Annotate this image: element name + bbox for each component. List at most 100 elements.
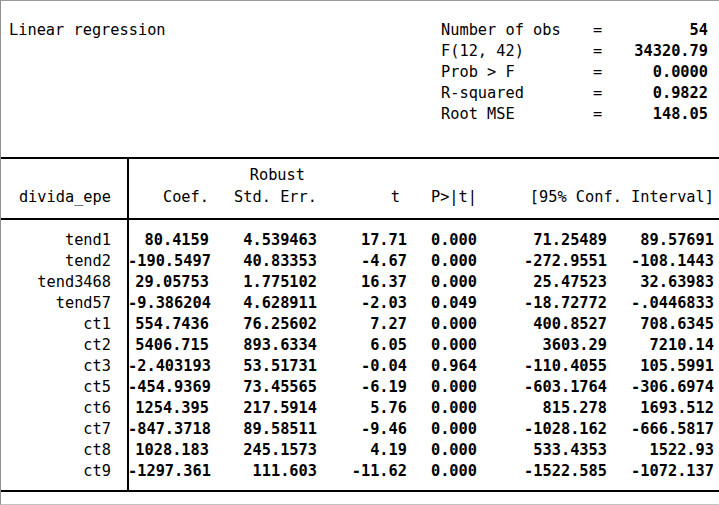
stat-label: Root MSE xyxy=(441,104,593,125)
ci-upper-value: 1693.512 xyxy=(607,398,714,419)
stat-value: 0.9822 xyxy=(609,83,708,104)
robust-label: Robust xyxy=(209,165,317,186)
ci-upper-value: -1072.137 xyxy=(607,461,714,482)
p-value: 0.000 xyxy=(407,314,477,335)
ci-column-header: [95% Conf. Interval] xyxy=(477,187,714,208)
coef-value: 1254.395 xyxy=(128,398,209,419)
variable-name: ct6 xyxy=(1,398,111,419)
p-value: 0.049 xyxy=(407,293,477,314)
stat-value: 148.05 xyxy=(609,104,708,125)
t-value: 16.37 xyxy=(317,272,407,293)
coef-value: 29.05753 xyxy=(128,272,209,293)
divider-gap xyxy=(111,251,128,272)
coef-value: 80.4159 xyxy=(128,230,209,251)
t-value: -4.67 xyxy=(317,251,407,272)
p-value: 0.000 xyxy=(407,419,477,440)
ci-lower-value: 533.4353 xyxy=(477,440,607,461)
ci-upper-value: -.0446833 xyxy=(607,293,714,314)
equals-sign: = xyxy=(593,104,609,125)
header-separator-line xyxy=(1,218,719,220)
divider-gap xyxy=(111,230,128,251)
table-row: ct2 5406.715 893.6334 6.05 0.000 3603.29… xyxy=(1,335,714,356)
ci-lower-value: -110.4055 xyxy=(477,356,607,377)
stderr-value: 111.603 xyxy=(209,461,317,482)
variable-name: ct3 xyxy=(1,356,111,377)
ci-lower-value: 25.47523 xyxy=(477,272,607,293)
ci-lower-value: -1028.162 xyxy=(477,419,607,440)
stat-row: R-squared = 0.9822 xyxy=(441,83,708,104)
table-row: ct7 -847.3718 89.58511 -9.46 0.000 -1028… xyxy=(1,419,714,440)
table-border-top xyxy=(1,157,719,159)
stat-value: 54 xyxy=(609,20,708,41)
variable-name: tend57 xyxy=(1,293,111,314)
stata-regression-output: Linear regression Number of obs = 54 F(1… xyxy=(0,0,719,505)
t-value: -6.19 xyxy=(317,377,407,398)
t-value: -2.03 xyxy=(317,293,407,314)
ci-upper-value: 7210.14 xyxy=(607,335,714,356)
p-value: 0.000 xyxy=(407,440,477,461)
variable-name: ct8 xyxy=(1,440,111,461)
ci-upper-value: 1522.93 xyxy=(607,440,714,461)
stat-row: Root MSE = 148.05 xyxy=(441,104,708,125)
divider-gap xyxy=(111,356,128,377)
table-row: tend3468 29.05753 1.775102 16.37 0.000 2… xyxy=(1,272,714,293)
table-row: tend1 80.4159 4.539463 17.71 0.000 71.25… xyxy=(1,230,714,251)
p-value: 0.000 xyxy=(407,377,477,398)
p-value: 0.000 xyxy=(407,272,477,293)
equals-sign: = xyxy=(593,83,609,104)
stat-label: F(12, 42) xyxy=(441,41,593,62)
table-row: tend2 -190.5497 40.83353 -4.67 0.000 -27… xyxy=(1,251,714,272)
table-row: tend57 -9.386204 4.628911 -2.03 0.049 -1… xyxy=(1,293,714,314)
t-value: -11.62 xyxy=(317,461,407,482)
stat-label: R-squared xyxy=(441,83,593,104)
table-row: ct8 1028.183 245.1573 4.19 0.000 533.435… xyxy=(1,440,714,461)
ci-lower-value: -1522.585 xyxy=(477,461,607,482)
stat-row: Number of obs = 54 xyxy=(441,20,708,41)
t-value: 6.05 xyxy=(317,335,407,356)
ci-upper-value: 708.6345 xyxy=(607,314,714,335)
p-value: 0.000 xyxy=(407,461,477,482)
divider-gap xyxy=(111,187,128,208)
ci-upper-value: -666.5817 xyxy=(607,419,714,440)
coef-value: -9.386204 xyxy=(128,293,209,314)
coef-value: -454.9369 xyxy=(128,377,209,398)
divider-gap xyxy=(111,272,128,293)
variable-name: tend1 xyxy=(1,230,111,251)
p-value: 0.964 xyxy=(407,356,477,377)
stderr-value: 217.5914 xyxy=(209,398,317,419)
coef-value: 554.7436 xyxy=(128,314,209,335)
t-value: 4.19 xyxy=(317,440,407,461)
coef-value: -2.403193 xyxy=(128,356,209,377)
dependent-variable-label: divida_epe xyxy=(1,187,111,208)
ci-lower-value: -603.1764 xyxy=(477,377,607,398)
coefficient-rows: tend1 80.4159 4.539463 17.71 0.000 71.25… xyxy=(1,230,714,482)
divider-gap xyxy=(111,398,128,419)
stat-label: Number of obs xyxy=(441,20,593,41)
t-value: -9.46 xyxy=(317,419,407,440)
p-value: 0.000 xyxy=(407,230,477,251)
variable-name: tend2 xyxy=(1,251,111,272)
table-row: ct3 -2.403193 53.51731 -0.04 0.964 -110.… xyxy=(1,356,714,377)
stat-row: F(12, 42) = 34320.79 xyxy=(441,41,708,62)
ci-upper-value: 89.57691 xyxy=(607,230,714,251)
column-divider-line xyxy=(127,157,129,492)
variable-name: ct1 xyxy=(1,314,111,335)
table-row: ct6 1254.395 217.5914 5.76 0.000 815.278… xyxy=(1,398,714,419)
table-row: ct5 -454.9369 73.45565 -6.19 0.000 -603.… xyxy=(1,377,714,398)
stderr-value: 73.45565 xyxy=(209,377,317,398)
ci-lower-value: -272.9551 xyxy=(477,251,607,272)
coef-value: -190.5497 xyxy=(128,251,209,272)
p-value: 0.000 xyxy=(407,335,477,356)
divider-gap xyxy=(111,440,128,461)
divider-gap xyxy=(111,335,128,356)
stat-label: Prob > F xyxy=(441,62,593,83)
ci-lower-value: 3603.29 xyxy=(477,335,607,356)
coef-column-header: Coef. xyxy=(128,187,209,208)
stderr-value: 53.51731 xyxy=(209,356,317,377)
table-row: ct1 554.7436 76.25602 7.27 0.000 400.852… xyxy=(1,314,714,335)
equals-sign: = xyxy=(593,41,609,62)
p-value: 0.000 xyxy=(407,251,477,272)
stderr-value: 76.25602 xyxy=(209,314,317,335)
coef-value: 5406.715 xyxy=(128,335,209,356)
t-value: 5.76 xyxy=(317,398,407,419)
